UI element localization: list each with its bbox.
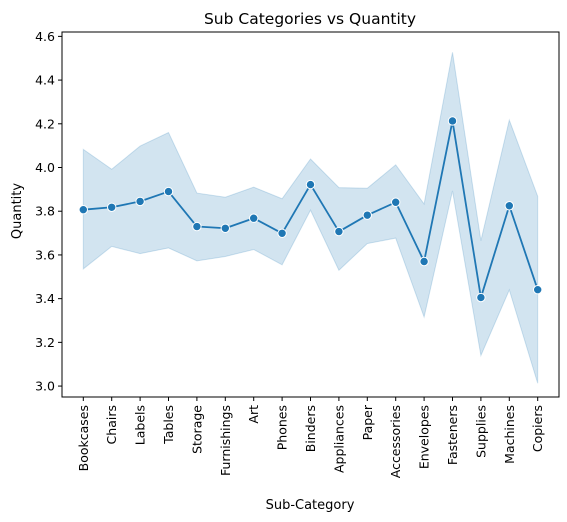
data-point-art: [249, 213, 259, 223]
x-tick-label: Phones: [275, 405, 290, 450]
data-point-appliances: [334, 226, 344, 237]
data-point-copiers: [533, 284, 543, 295]
x-tick-label: Labels: [133, 405, 148, 445]
plot-area: [78, 52, 543, 384]
data-point-tables: [163, 186, 174, 197]
data-point-envelopes: [419, 256, 429, 267]
y-tick-label: 3.0: [35, 379, 55, 394]
x-tick-label: Furnishings: [218, 405, 233, 476]
y-tick-label: 3.6: [35, 247, 55, 262]
x-tick-label: Appliances: [331, 405, 346, 473]
x-tick-label: Art: [246, 405, 261, 424]
data-point-storage: [192, 221, 202, 232]
chart-title: Sub Categories vs Quantity: [204, 10, 416, 28]
data-point-machines: [504, 201, 514, 211]
y-tick-label: 3.8: [35, 204, 55, 219]
x-tick-label: Binders: [303, 405, 318, 452]
x-tick-label: Bookcases: [76, 405, 91, 471]
x-tick-label: Copiers: [530, 405, 545, 452]
data-point-furnishings: [220, 223, 231, 233]
x-tick-label: Supplies: [473, 405, 488, 458]
data-point-binders: [305, 179, 316, 190]
x-tick-label: Machines: [502, 405, 517, 464]
data-point-bookcases: [78, 204, 89, 215]
x-tick-label: Paper: [360, 404, 375, 440]
y-tick-label: 4.2: [35, 116, 55, 131]
data-point-supplies: [476, 292, 486, 303]
y-axis-label: Quantity: [10, 183, 25, 239]
data-point-accessories: [391, 197, 401, 207]
data-point-chairs: [107, 202, 117, 212]
y-tick-label: 4.0: [35, 160, 55, 175]
data-point-labels: [135, 196, 145, 207]
x-tick-label: Envelopes: [417, 405, 432, 469]
data-point-phones: [277, 228, 287, 239]
x-tick-label: Storage: [189, 405, 204, 454]
confidence-band: [82, 52, 539, 384]
x-axis-label: Sub-Category: [266, 498, 355, 513]
y-tick-label: 4.6: [35, 29, 55, 44]
data-point-fasteners: [447, 116, 458, 126]
y-tick-label: 3.4: [35, 291, 55, 306]
x-tick-label: Chairs: [104, 405, 119, 444]
x-tick-label: Tables: [161, 405, 176, 445]
y-tick-label: 4.4: [35, 73, 55, 88]
data-point-paper: [362, 210, 372, 220]
x-tick-label: Accessories: [388, 405, 403, 478]
x-tick-label: Fasteners: [445, 405, 460, 465]
y-tick-label: 3.2: [35, 335, 55, 350]
